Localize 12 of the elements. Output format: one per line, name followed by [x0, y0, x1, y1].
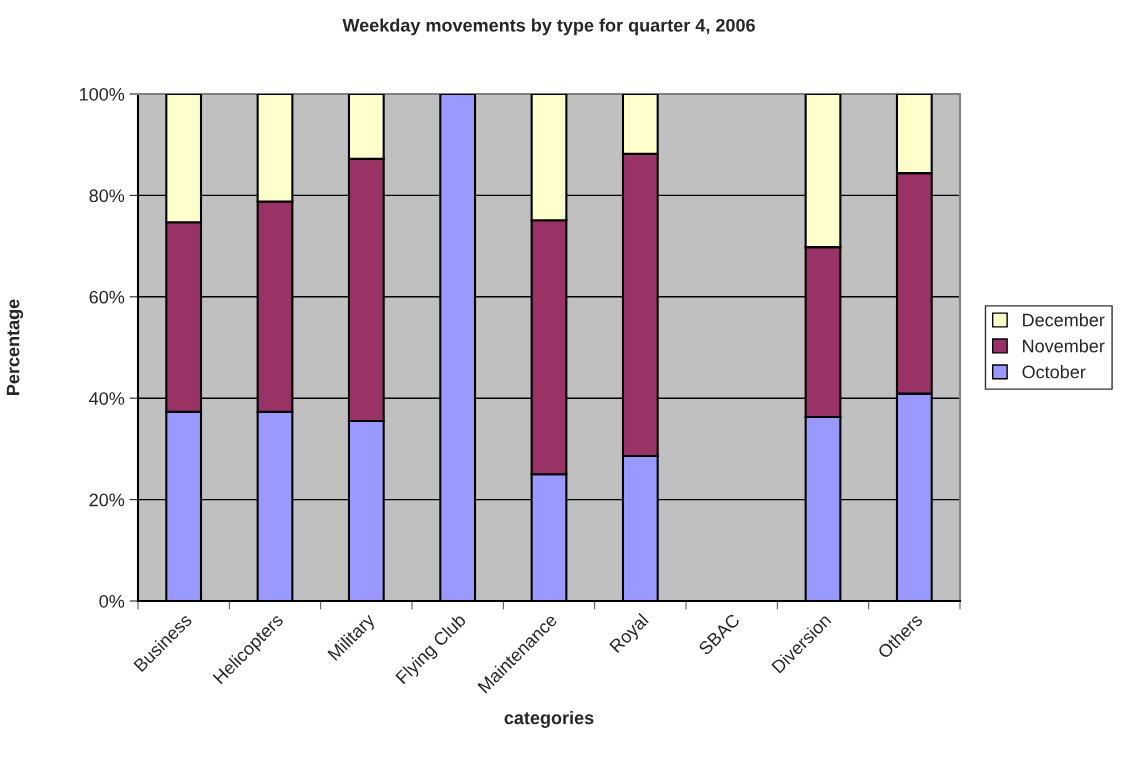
legend-label: December [1023, 313, 1105, 327]
y-tick-label: 60% [89, 290, 125, 304]
y-axis-title: Percentage [6, 299, 24, 395]
y-tick-label: 40% [89, 392, 125, 405]
y-tick-label: 20% [89, 493, 125, 507]
legend-label: October [1022, 365, 1086, 379]
chart-title: Weekday movements by type for quarter 4, 2006 [342, 18, 755, 36]
y-tick-label: 0% [99, 594, 125, 608]
y-tick-label: 80% [89, 189, 125, 203]
y-tick-label: 100% [80, 87, 125, 101]
x-axis-title: categories [504, 711, 594, 728]
legend-label: November [1023, 339, 1105, 353]
